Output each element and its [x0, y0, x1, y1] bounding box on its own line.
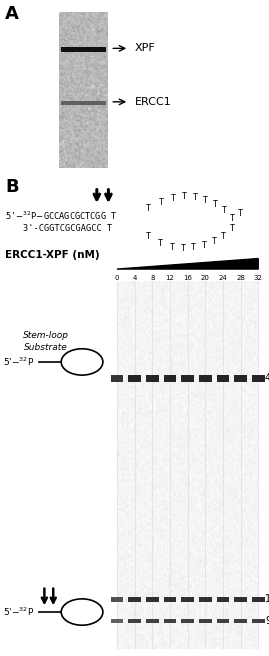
Text: 10-mer: 10-mer — [265, 594, 269, 604]
Bar — [146, 619, 159, 623]
Text: 5'$-^{32}$P: 5'$-^{32}$P — [3, 356, 34, 368]
Text: 24: 24 — [218, 275, 227, 281]
Bar — [146, 597, 159, 602]
Text: 20: 20 — [201, 275, 210, 281]
Text: T: T — [211, 237, 216, 246]
Text: 5'$-^{32}$P: 5'$-^{32}$P — [3, 606, 34, 618]
Polygon shape — [117, 258, 258, 269]
Bar — [199, 597, 212, 602]
Bar — [61, 101, 106, 104]
Text: 0: 0 — [115, 275, 119, 281]
Text: T: T — [146, 232, 150, 241]
Bar — [181, 597, 194, 602]
Text: T: T — [238, 209, 243, 218]
Bar — [111, 375, 123, 382]
Text: 32: 32 — [254, 275, 263, 281]
Text: ERCC1-XPF (nM): ERCC1-XPF (nM) — [5, 250, 100, 260]
Bar — [111, 597, 123, 602]
Text: 28: 28 — [236, 275, 245, 281]
Text: T: T — [213, 200, 218, 209]
Text: 4: 4 — [132, 275, 137, 281]
Text: T: T — [146, 204, 150, 213]
Text: A: A — [5, 5, 19, 24]
Text: 9-mer: 9-mer — [265, 616, 269, 626]
Bar — [61, 47, 106, 52]
Bar — [217, 375, 229, 382]
Text: T: T — [171, 194, 176, 203]
Bar — [234, 597, 247, 602]
Bar — [252, 375, 265, 382]
Bar — [252, 597, 265, 602]
Text: Substrate: Substrate — [24, 343, 68, 352]
Text: T: T — [170, 243, 175, 251]
Text: Stem-loop: Stem-loop — [23, 331, 69, 340]
Text: T: T — [202, 241, 207, 250]
Text: T: T — [180, 244, 185, 253]
Text: T: T — [191, 243, 196, 253]
Bar — [128, 619, 141, 623]
Bar — [199, 375, 212, 382]
Text: T: T — [203, 195, 208, 205]
Text: B: B — [5, 178, 19, 196]
Bar — [146, 375, 159, 382]
Text: T: T — [221, 232, 226, 241]
Text: 16: 16 — [183, 275, 192, 281]
Text: T: T — [222, 206, 227, 215]
Bar — [111, 619, 123, 623]
Bar — [128, 597, 141, 602]
Text: 12: 12 — [165, 275, 174, 281]
Text: T: T — [230, 215, 235, 223]
Text: T: T — [193, 193, 197, 202]
Text: 5'$-^{32}$P$-$GCCAGCGCTCGG T: 5'$-^{32}$P$-$GCCAGCGCTCGG T — [5, 209, 118, 222]
Text: T: T — [229, 224, 234, 234]
Bar — [217, 597, 229, 602]
Bar — [199, 619, 212, 623]
Bar — [234, 375, 247, 382]
Text: 46-mer: 46-mer — [265, 373, 269, 384]
Text: T: T — [158, 239, 162, 248]
Bar — [164, 375, 176, 382]
Text: 3'-CGGTCGCGAGCC T: 3'-CGGTCGCGAGCC T — [23, 224, 112, 233]
Bar — [164, 597, 176, 602]
Text: ERCC1: ERCC1 — [134, 97, 171, 107]
Bar — [234, 619, 247, 623]
Text: T: T — [182, 192, 187, 201]
Bar — [181, 375, 194, 382]
Bar — [217, 619, 229, 623]
Text: T: T — [159, 197, 164, 207]
Text: XPF: XPF — [134, 43, 155, 53]
Bar — [164, 619, 176, 623]
Bar — [252, 619, 265, 623]
Bar — [128, 375, 141, 382]
Bar — [181, 619, 194, 623]
Text: 8: 8 — [150, 275, 155, 281]
